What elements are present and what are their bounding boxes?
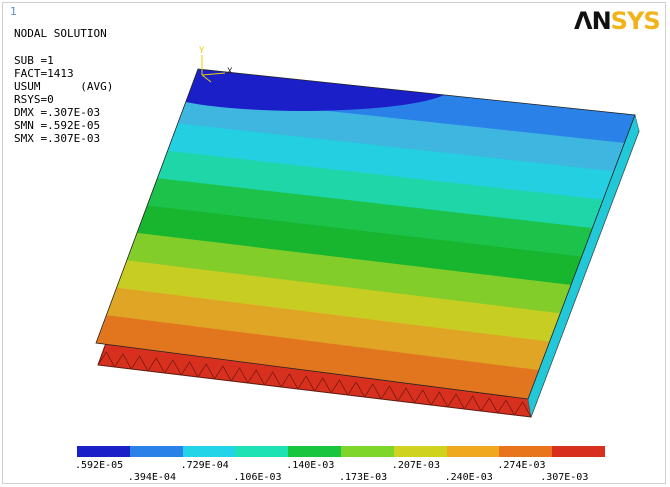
- legend-color-box: [393, 446, 448, 457]
- legend-label-bottom: .307E-03: [540, 472, 589, 483]
- min-displacement-spot: [153, 69, 453, 111]
- logo-part-2: SYS: [610, 7, 661, 35]
- legend-label-bottom: .240E-03: [444, 472, 493, 483]
- legend-color-box: [499, 446, 553, 457]
- info-rsys: RSYS=0: [14, 93, 54, 106]
- axis-triad: Y X: [199, 46, 233, 83]
- corrugation-mark: [514, 401, 532, 418]
- corrugation-mark: [230, 367, 249, 384]
- corrugation-mark: [97, 351, 116, 368]
- corrugation-mark: [214, 365, 232, 382]
- corrugation-mark: [347, 381, 365, 398]
- corrugation-mark: [497, 399, 515, 416]
- corrugation-mark: [130, 355, 149, 372]
- legend-color-box: [446, 446, 500, 457]
- corrugation-mark: [297, 375, 315, 392]
- corrugation-mark: [280, 373, 299, 390]
- top-plate-outline: [95, 68, 636, 400]
- corrugation-mark: [364, 383, 382, 400]
- legend-color-box: [77, 446, 131, 457]
- axis-y-label: Y: [199, 46, 205, 56]
- legend-label-bottom: .173E-03: [339, 472, 388, 483]
- legend-label-top: .274E-03: [497, 460, 546, 471]
- info-smx: SMX =.307E-03: [14, 132, 101, 145]
- corrugation-mark: [197, 363, 215, 380]
- corrugation-mark: [430, 391, 449, 408]
- corrugation-mark: [314, 377, 332, 394]
- legend-label-top: .140E-03: [286, 460, 335, 471]
- corrugation-mark: [464, 395, 482, 412]
- corrugation-mark: [180, 361, 199, 378]
- info-title: NODAL SOLUTION: [14, 27, 107, 40]
- legend-color-box: [552, 446, 606, 457]
- corrugation-mark: [247, 369, 265, 386]
- top-plate: [96, 69, 635, 399]
- corrugation-mark: [114, 353, 132, 370]
- corrugation-mark: [380, 385, 399, 402]
- logo-part-1: ΛN: [574, 7, 612, 35]
- info-usum: USUM (AVG): [14, 80, 114, 93]
- info-fact: FACT=1413: [14, 67, 74, 80]
- corrugation-mark: [164, 359, 182, 376]
- corrugation-mark: [264, 371, 282, 388]
- legend-color-box: [129, 446, 184, 457]
- info-dmx: DMX =.307E-03: [14, 106, 101, 119]
- legend-color-box: [288, 446, 342, 457]
- contour-plot: Y X: [95, 46, 640, 419]
- corrugation-mark: [397, 387, 415, 404]
- legend-label-bottom: .394E-04: [127, 472, 176, 483]
- corrugation-mark: [147, 357, 165, 374]
- info-sub: SUB =1: [14, 54, 54, 67]
- legend-label-top: .592E-05: [75, 460, 124, 471]
- legend-label-top: .207E-03: [391, 460, 440, 471]
- legend-color-box: [341, 446, 395, 457]
- corrugation-mark: [480, 397, 499, 414]
- legend-color-box: [235, 446, 289, 457]
- ansys-logo: ΛNSYS: [574, 7, 661, 35]
- legend-color-box: [182, 446, 236, 457]
- axis-x-label: X: [227, 67, 233, 77]
- corrugation-mark: [414, 389, 432, 406]
- window-number: 1: [10, 5, 17, 18]
- legend-label-top: .729E-04: [180, 460, 229, 471]
- corrugation-mark: [330, 379, 349, 396]
- corrugation-mark: [447, 393, 465, 410]
- legend-label-bottom: .106E-03: [233, 472, 282, 483]
- info-smn: SMN =.592E-05: [14, 119, 101, 132]
- back-plate-pattern: [97, 351, 532, 418]
